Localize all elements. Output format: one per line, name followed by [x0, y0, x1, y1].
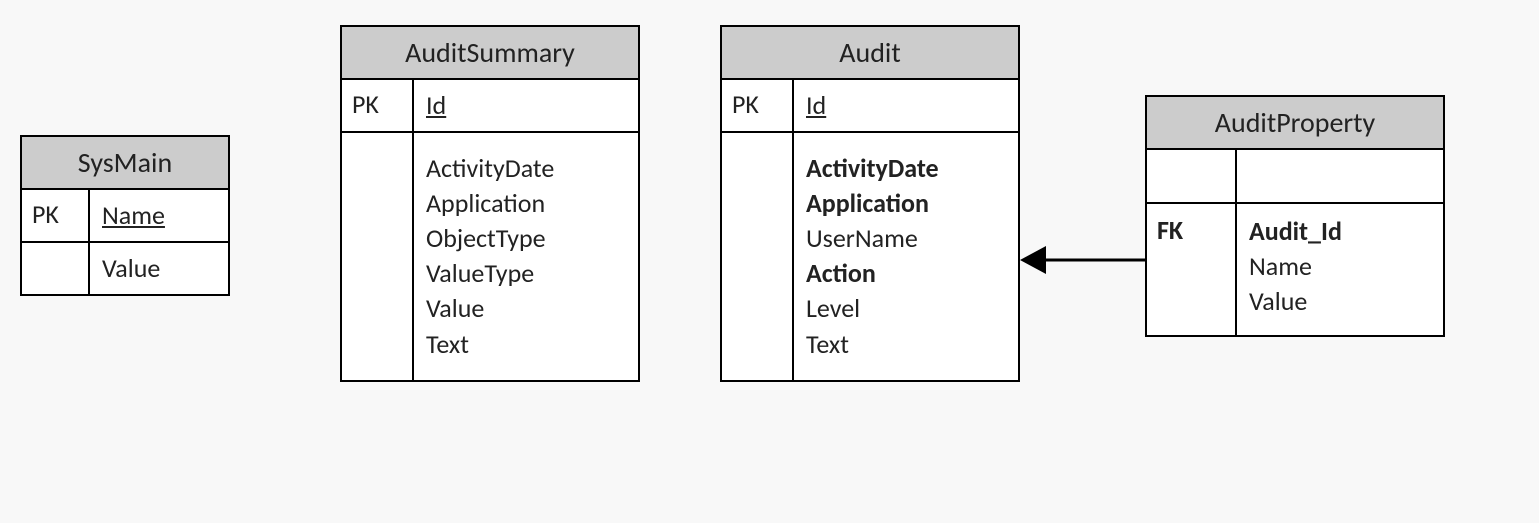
- entity-audit: AuditPK Id ActivityDateApplicationUserName…: [720, 25, 1020, 382]
- attribute: Name: [1249, 249, 1431, 284]
- relationship-arrow: [1020, 240, 1145, 280]
- attribute: Name: [102, 198, 216, 233]
- key-label: PK: [342, 80, 414, 131]
- entity-auditproperty: AuditProperty FK Audit_IdNameValue: [1145, 95, 1445, 337]
- attribute: ValueType: [426, 256, 626, 291]
- attribute: Value: [1249, 284, 1431, 319]
- key-label: PK: [722, 80, 794, 131]
- entity-sysmain: SysMainPK Name Value: [20, 135, 230, 296]
- key-label: FK: [1147, 204, 1237, 335]
- entity-title: SysMain: [22, 137, 228, 190]
- attribute: Audit_Id: [1249, 214, 1431, 249]
- attribute: Application: [426, 186, 626, 221]
- entity-title: AuditProperty: [1147, 97, 1443, 150]
- entity-title: Audit: [722, 27, 1018, 80]
- attribute: UserName: [806, 221, 1006, 256]
- attribute: Application: [806, 186, 1006, 221]
- entity-title: AuditSummary: [342, 27, 638, 80]
- attribute: Value: [102, 251, 216, 286]
- key-label: [722, 133, 794, 380]
- er-diagram: SysMainPKNameValueAuditSummaryPKIdActivi…: [0, 0, 1539, 523]
- key-label: PK: [22, 190, 90, 241]
- attribute: ActivityDate: [426, 151, 626, 186]
- entity-auditsummary: AuditSummaryPK Id ActivityDateApplicationO…: [340, 25, 640, 382]
- attribute: Text: [806, 327, 1006, 362]
- key-label: [1147, 150, 1237, 202]
- attribute: Text: [426, 327, 626, 362]
- key-label: [342, 133, 414, 380]
- attribute: Level: [806, 291, 1006, 326]
- attribute: Id: [806, 88, 1006, 123]
- attribute: Id: [426, 88, 626, 123]
- attribute: ActivityDate: [806, 151, 1006, 186]
- attribute: [1237, 150, 1443, 202]
- attribute: Action: [806, 256, 1006, 291]
- key-label: [22, 243, 90, 294]
- attribute: Value: [426, 291, 626, 326]
- attribute: ObjectType: [426, 221, 626, 256]
